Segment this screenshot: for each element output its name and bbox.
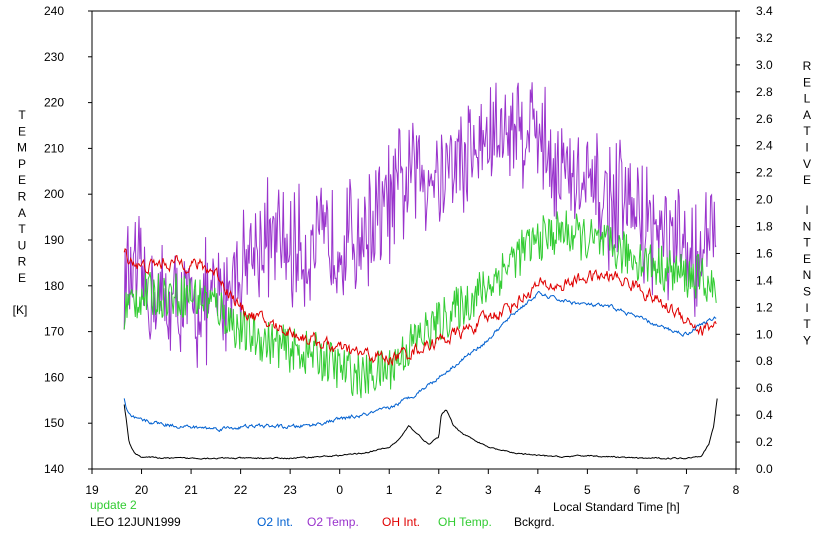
x-tick-label: 4 — [535, 483, 542, 497]
left-title-letter: R — [18, 190, 27, 204]
x-axis-title: Local Standard Time [h] — [553, 500, 680, 514]
right-tick-label: 1.8 — [756, 220, 773, 234]
left-tick-label: 160 — [44, 370, 64, 384]
update-label: update 2 — [90, 498, 137, 512]
x-axis-ticks: 19 20 21 22 23 0 1 2 3 4 5 6 7 8 — [85, 469, 740, 497]
legend-entry: OH Temp. — [438, 515, 492, 529]
legend-entry: Bckgrd. — [514, 515, 555, 529]
right-title-letter: I — [805, 301, 808, 315]
right-title-letter: I — [805, 141, 808, 155]
right-tick-label: 0.8 — [756, 354, 773, 368]
right-tick-label: 3.4 — [756, 4, 773, 18]
x-tick-label: 7 — [683, 483, 690, 497]
x-tick-label: 23 — [283, 483, 297, 497]
left-tick-label: 220 — [44, 96, 64, 110]
right-title-letter: T — [803, 317, 811, 331]
right-title-letter: A — [803, 108, 811, 122]
x-tick-label: 8 — [733, 483, 740, 497]
right-tick-label: 2.6 — [756, 112, 773, 126]
x-tick-label: 5 — [584, 483, 591, 497]
left-title-letter: U — [18, 238, 27, 252]
right-title-letter: T — [803, 236, 811, 250]
right-tick-label: 2.4 — [756, 139, 773, 153]
right-tick-label: 2.2 — [756, 166, 773, 180]
left-axis-ticks: 140 150 160 170 180 190 200 210 220 230 240 — [44, 4, 92, 476]
x-tick-label: 21 — [184, 483, 198, 497]
series-layer — [123, 82, 718, 460]
right-tick-label: 0.4 — [756, 408, 773, 422]
right-title-letter: V — [803, 157, 811, 171]
left-tick-label: 210 — [44, 141, 64, 155]
right-title-letter: T — [803, 124, 811, 138]
left-title-letter: P — [18, 157, 26, 171]
right-title-letter: N — [803, 219, 812, 233]
left-title-letter: E — [18, 271, 26, 285]
left-title-letter: A — [18, 206, 26, 220]
left-tick-label: 200 — [44, 187, 64, 201]
right-title-letter: L — [804, 92, 811, 106]
left-title-letter: M — [17, 141, 27, 155]
x-tick-label: 20 — [135, 483, 149, 497]
left-tick-label: 170 — [44, 325, 64, 339]
left-title-letter: E — [18, 173, 26, 187]
legend-entry: OH Int. — [382, 515, 420, 529]
plot-frame — [91, 10, 737, 470]
right-tick-label: 2.0 — [756, 193, 773, 207]
right-title-letter: E — [803, 252, 811, 266]
left-title-letter: T — [18, 108, 26, 122]
station-label: LEO 12JUN1999 — [90, 515, 181, 529]
right-title-letter: R — [803, 59, 812, 73]
right-tick-label: 0.0 — [756, 462, 773, 476]
x-tick-label: 2 — [435, 483, 442, 497]
x-tick-label: 19 — [85, 483, 99, 497]
right-tick-label: 3.2 — [756, 31, 773, 45]
right-tick-label: 2.8 — [756, 85, 773, 99]
series-line-o2-int — [123, 290, 717, 433]
right-tick-label: 1.0 — [756, 327, 773, 341]
legend: O2 Int. O2 Temp. OH Int. OH Temp. Bckgrd. — [257, 515, 555, 529]
x-tick-label: 3 — [485, 483, 492, 497]
legend-entry: O2 Int. — [257, 515, 293, 529]
left-tick-label: 150 — [44, 416, 64, 430]
left-tick-label: 140 — [44, 462, 64, 476]
series-line-oh-temp — [123, 210, 717, 399]
x-tick-label: 6 — [634, 483, 641, 497]
x-tick-label: 22 — [234, 483, 248, 497]
left-title-letter: R — [18, 255, 27, 269]
right-tick-label: 1.4 — [756, 273, 773, 287]
left-tick-label: 240 — [44, 4, 64, 18]
series-line-o2-temp — [123, 82, 717, 368]
series-line-bckgrd — [123, 398, 718, 460]
left-title-letter: T — [18, 222, 26, 236]
right-tick-label: 0.6 — [756, 381, 773, 395]
right-axis-ticks: 0.0 0.2 0.4 0.6 0.8 1.0 1.2 1.4 1.6 1.8 2.0 2.2 2.4 2… — [736, 4, 773, 476]
right-title-letter: I — [805, 203, 808, 217]
left-tick-label: 230 — [44, 50, 64, 64]
left-title-letter: E — [18, 124, 26, 138]
left-tick-label: 180 — [44, 279, 64, 293]
left-axis-unit: [K] — [13, 303, 28, 317]
right-tick-label: 0.2 — [756, 435, 773, 449]
right-title-letter: E — [803, 173, 811, 187]
left-tick-label: 190 — [44, 233, 64, 247]
legend-entry: O2 Temp. — [307, 515, 359, 529]
right-title-letter: E — [803, 75, 811, 89]
series-line-oh-int — [123, 248, 717, 367]
x-tick-label: 0 — [336, 483, 343, 497]
right-title-letter: S — [803, 285, 811, 299]
right-title-letter: Y — [803, 333, 811, 347]
x-tick-label: 1 — [386, 483, 393, 497]
right-tick-label: 3.0 — [756, 58, 773, 72]
right-tick-label: 1.2 — [756, 300, 773, 314]
right-tick-label: 1.6 — [756, 246, 773, 260]
right-title-letter: N — [803, 268, 812, 282]
